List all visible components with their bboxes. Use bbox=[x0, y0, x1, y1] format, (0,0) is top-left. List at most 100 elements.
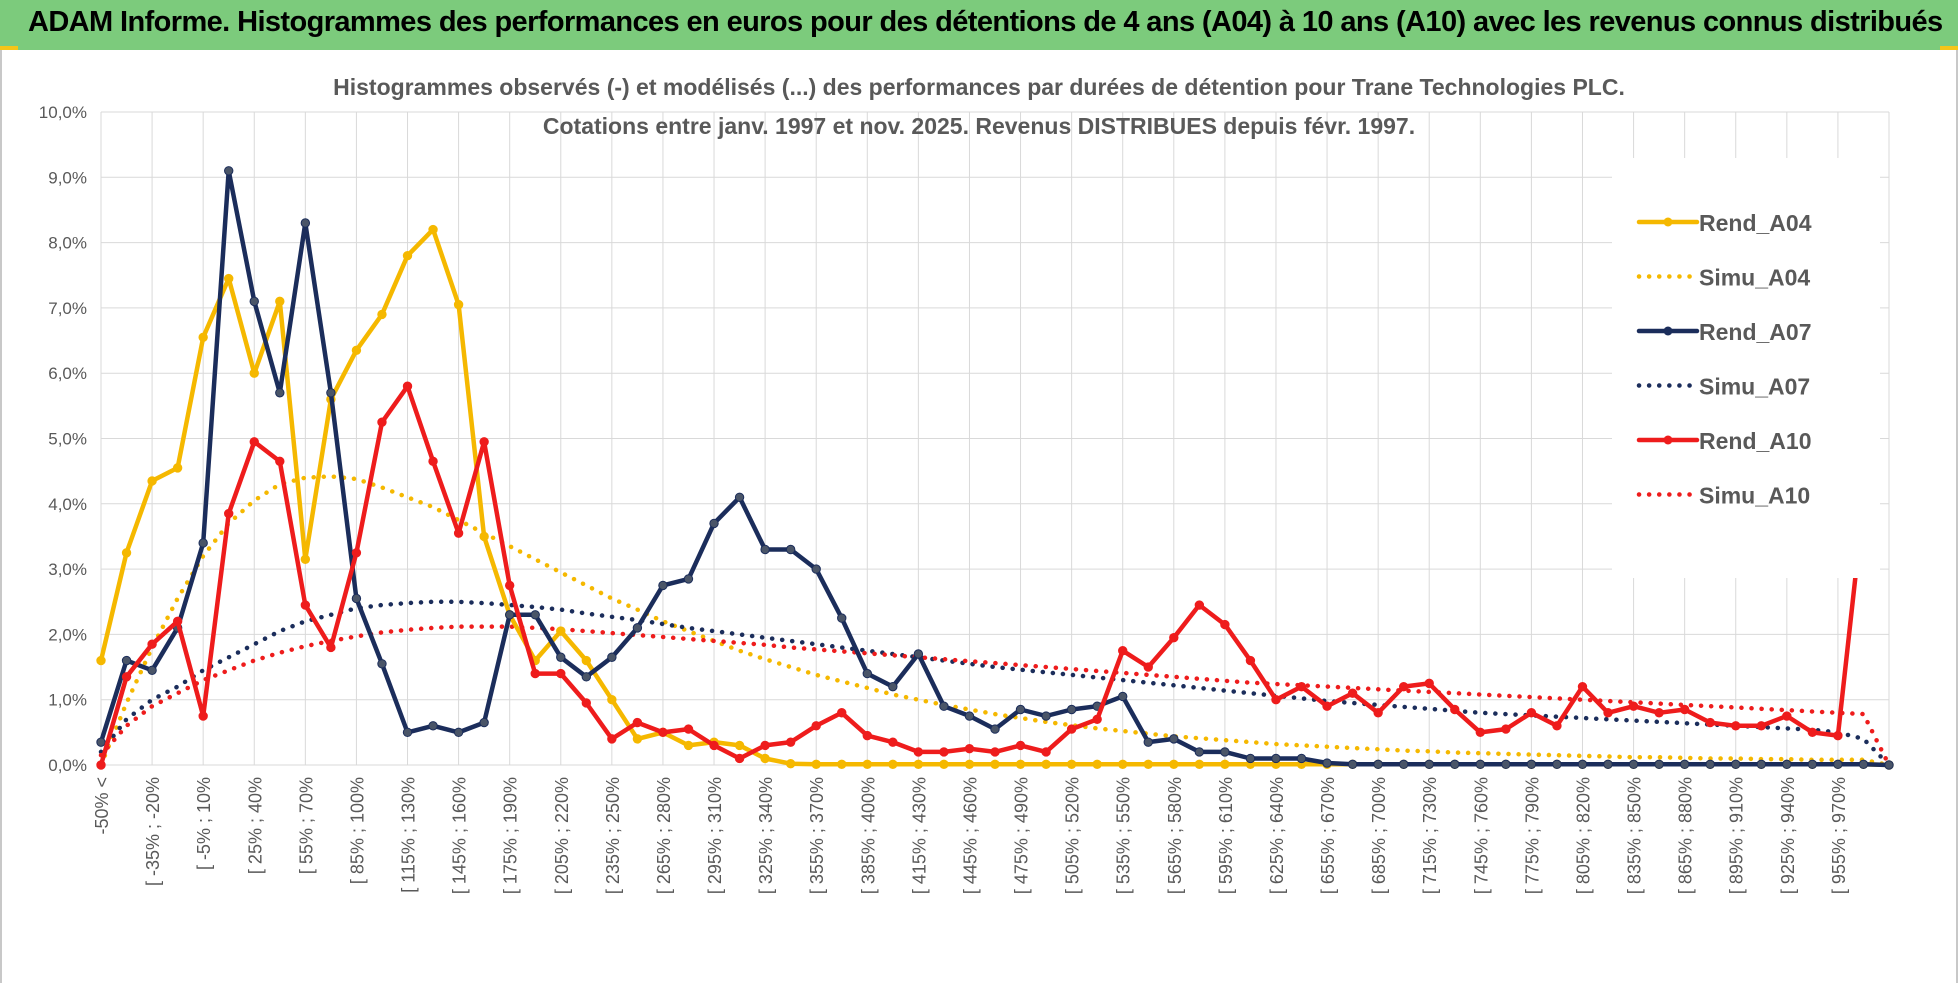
data-point-rend_a04 bbox=[224, 273, 234, 284]
data-point-rend_a07 bbox=[1015, 704, 1026, 715]
data-point-rend_a07 bbox=[1347, 759, 1358, 770]
data-point-rend_a04 bbox=[939, 759, 949, 770]
data-point-rend_a07 bbox=[760, 544, 770, 555]
legend-marker-rend_a10 bbox=[1663, 435, 1673, 445]
data-point-rend_a10 bbox=[1169, 632, 1179, 643]
data-point-rend_a07 bbox=[1475, 759, 1486, 770]
data-point-rend_a07 bbox=[1705, 759, 1715, 770]
data-point-rend_a10 bbox=[224, 508, 234, 519]
x-tick-label: [ 55% ; 70% bbox=[296, 777, 316, 874]
data-point-rend_a10 bbox=[300, 600, 311, 610]
data-point-rend_a10 bbox=[1347, 688, 1358, 698]
x-tick-label: [ 235% ; 250% bbox=[603, 777, 623, 894]
series-line-simu_a10 bbox=[98, 624, 1892, 768]
y-tick-label: 10,0% bbox=[39, 103, 87, 122]
data-point-rend_a07 bbox=[326, 388, 336, 398]
data-point-rend_a07 bbox=[1041, 711, 1051, 721]
data-point-rend_a04 bbox=[96, 655, 106, 666]
data-point-rend_a07 bbox=[734, 492, 745, 502]
data-point-rend_a10 bbox=[990, 747, 1000, 757]
data-point-rend_a07 bbox=[1271, 753, 1281, 764]
data-point-rend_a07 bbox=[581, 672, 592, 682]
data-point-rend_a04 bbox=[453, 299, 464, 310]
data-point-rend_a07 bbox=[1628, 759, 1639, 770]
data-point-rend_a04 bbox=[837, 759, 847, 770]
data-point-rend_a07 bbox=[1169, 734, 1179, 744]
data-point-rend_a10 bbox=[760, 740, 770, 751]
data-point-rend_a07 bbox=[300, 218, 311, 228]
data-point-rend_a04 bbox=[198, 332, 208, 342]
data-point-rend_a04 bbox=[1066, 759, 1077, 770]
data-point-rend_a10 bbox=[1143, 662, 1153, 672]
data-point-rend_a10 bbox=[837, 708, 847, 718]
data-point-rend_a07 bbox=[632, 623, 643, 633]
data-point-rend_a07 bbox=[453, 727, 464, 738]
data-point-rend_a07 bbox=[479, 717, 489, 728]
x-tick-label: [ 775% ; 790% bbox=[1522, 777, 1542, 894]
data-point-rend_a10 bbox=[1322, 701, 1332, 711]
data-point-rend_a10 bbox=[709, 740, 719, 751]
data-point-rend_a07 bbox=[1526, 759, 1537, 770]
data-point-rend_a10 bbox=[504, 580, 515, 591]
data-point-rend_a07 bbox=[1424, 759, 1434, 770]
x-tick-label: [ 205% ; 220% bbox=[552, 777, 572, 894]
y-tick-label: 5,0% bbox=[48, 430, 87, 449]
data-point-rend_a07 bbox=[530, 610, 540, 620]
legend-label-simu_a10: Simu_A10 bbox=[1699, 483, 1810, 509]
data-point-rend_a07 bbox=[1220, 747, 1230, 757]
data-point-rend_a10 bbox=[1118, 646, 1128, 656]
data-point-rend_a10 bbox=[249, 437, 259, 447]
data-point-rend_a10 bbox=[147, 639, 157, 649]
data-point-rend_a10 bbox=[96, 760, 106, 770]
chart-title: Histogrammes observés (-) et modélisés (… bbox=[333, 74, 1625, 100]
y-tick-label: 9,0% bbox=[48, 168, 87, 187]
data-point-rend_a10 bbox=[1220, 619, 1230, 630]
y-axis-ticks: 0,0% 1,0% 2,0% 3,0% 4,0% 5,0% 6,0% 7,0% 8,0% 9,0%… bbox=[39, 103, 87, 775]
data-point-rend_a04 bbox=[1169, 759, 1179, 770]
data-point-rend_a07 bbox=[121, 655, 132, 666]
data-point-rend_a04 bbox=[607, 695, 617, 705]
data-point-rend_a07 bbox=[1373, 759, 1383, 770]
data-point-rend_a07 bbox=[1398, 759, 1409, 770]
data-point-rend_a07 bbox=[1858, 759, 1869, 770]
data-point-rend_a04 bbox=[913, 759, 924, 770]
data-point-rend_a10 bbox=[530, 668, 540, 679]
x-tick-label: [ 265% ; 280% bbox=[654, 777, 674, 894]
data-point-rend_a07 bbox=[913, 649, 924, 659]
data-point-rend_a10 bbox=[1194, 600, 1205, 610]
data-point-rend_a07 bbox=[428, 721, 438, 731]
chart-frame: 0,0% 1,0% 2,0% 3,0% 4,0% 5,0% 6,0% 7,0% 8,0% 9,0%… bbox=[0, 50, 1958, 983]
data-point-rend_a07 bbox=[888, 681, 898, 692]
x-tick-label: [ 655% ; 670% bbox=[1318, 777, 1338, 894]
data-point-rend_a04 bbox=[811, 759, 821, 770]
data-point-rend_a10 bbox=[811, 721, 821, 731]
data-point-rend_a04 bbox=[172, 463, 183, 473]
data-point-rend_a07 bbox=[198, 538, 208, 548]
data-point-rend_a10 bbox=[1603, 708, 1613, 718]
data-point-rend_a10 bbox=[1756, 721, 1766, 731]
data-point-rend_a10 bbox=[1398, 681, 1409, 692]
data-point-rend_a10 bbox=[198, 711, 208, 721]
y-tick-label: 2,0% bbox=[48, 625, 87, 644]
data-point-rend_a07 bbox=[249, 296, 259, 307]
data-point-rend_a04 bbox=[377, 309, 387, 320]
data-point-rend_a10 bbox=[326, 642, 336, 653]
data-point-rend_a04 bbox=[1118, 759, 1128, 770]
data-point-rend_a04 bbox=[300, 554, 311, 565]
data-point-rend_a04 bbox=[734, 740, 745, 751]
data-point-rend_a07 bbox=[607, 652, 617, 662]
data-point-rend_a07 bbox=[964, 711, 975, 721]
data-point-rend_a07 bbox=[658, 580, 668, 591]
data-point-rend_a10 bbox=[121, 672, 132, 682]
data-point-rend_a07 bbox=[1143, 737, 1153, 747]
data-point-rend_a07 bbox=[837, 613, 847, 623]
data-point-rend_a04 bbox=[1194, 759, 1205, 770]
x-tick-label: [ 115% ; 130% bbox=[399, 777, 419, 893]
data-point-rend_a10 bbox=[275, 456, 285, 467]
data-point-rend_a10 bbox=[1424, 678, 1434, 689]
data-point-rend_a07 bbox=[1782, 759, 1792, 770]
x-tick-label: [ 715% ; 730% bbox=[1420, 777, 1440, 894]
data-point-rend_a10 bbox=[1450, 704, 1460, 715]
x-tick-label: [ 445% ; 460% bbox=[960, 777, 980, 894]
legend-label-rend_a07: Rend_A07 bbox=[1699, 319, 1811, 345]
